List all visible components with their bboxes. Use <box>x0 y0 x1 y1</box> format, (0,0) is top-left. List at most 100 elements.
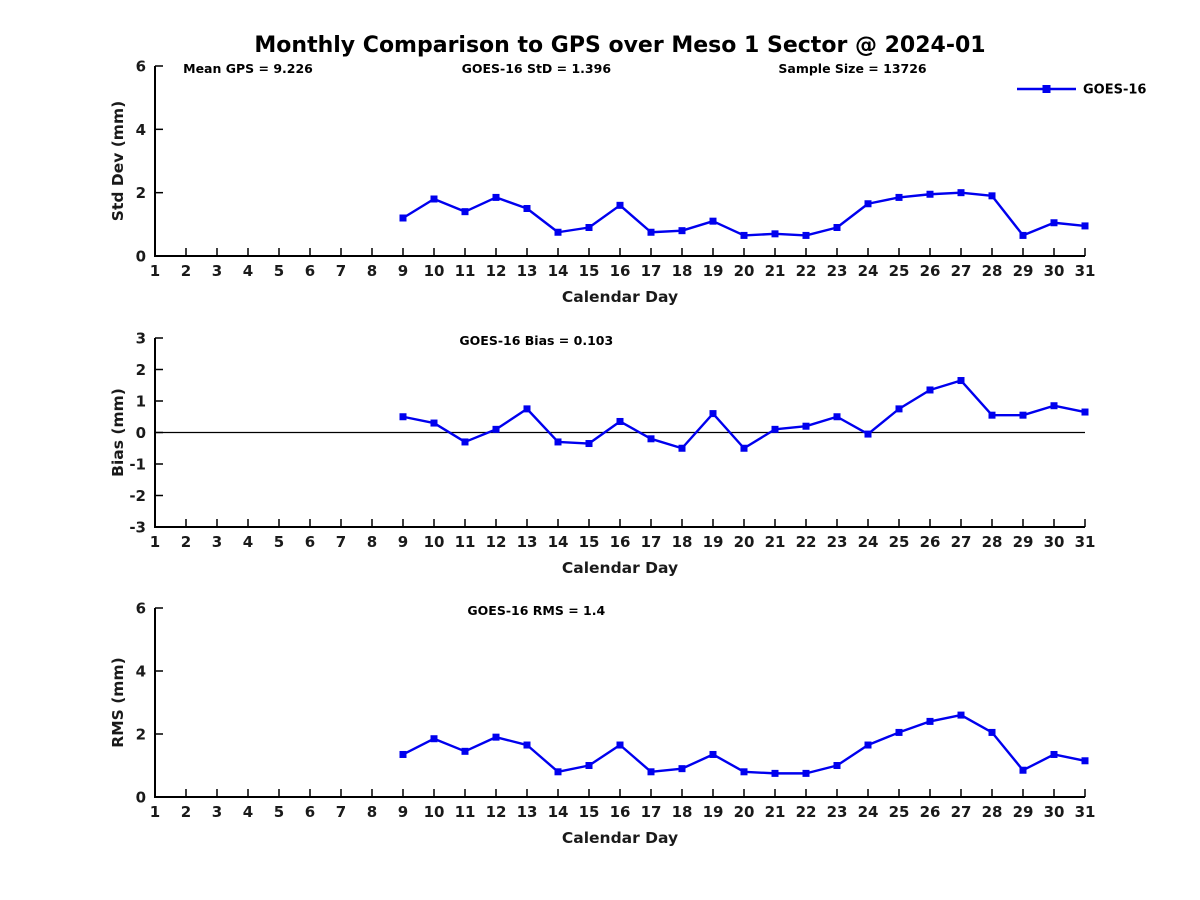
x-tick-label: 3 <box>212 262 222 280</box>
x-tick-label: 25 <box>889 533 910 551</box>
x-tick-label: 22 <box>796 803 817 821</box>
y-tick-label: -3 <box>129 519 146 537</box>
data-point-marker <box>616 201 624 209</box>
x-tick-label: 15 <box>579 803 600 821</box>
x-tick-label: 3 <box>212 803 222 821</box>
x-tick-label: 11 <box>455 533 476 551</box>
data-point-marker <box>926 190 934 198</box>
data-point-marker <box>492 425 500 433</box>
data-point-marker <box>833 413 841 421</box>
x-tick-label: 26 <box>920 803 941 821</box>
data-point-marker <box>895 728 903 736</box>
x-tick-label: 20 <box>734 803 755 821</box>
data-point-marker <box>802 769 810 777</box>
x-tick-label: 12 <box>486 803 507 821</box>
x-tick-label: 21 <box>765 803 786 821</box>
x-tick-label: 19 <box>703 533 724 551</box>
x-axis-label: Calendar Day <box>562 829 678 847</box>
x-tick-label: 3 <box>212 533 222 551</box>
y-tick-label: 0 <box>136 789 146 807</box>
data-point-marker <box>988 728 996 736</box>
x-tick-label: 4 <box>243 533 253 551</box>
data-point-marker <box>430 735 438 743</box>
data-point-marker <box>461 747 469 755</box>
data-point-marker <box>864 741 872 749</box>
series-line-goes-16 <box>402 713 1086 775</box>
data-point-marker <box>1019 411 1027 419</box>
x-tick-label: 5 <box>274 262 284 280</box>
data-point-marker <box>554 228 562 236</box>
data-point-marker <box>647 435 655 443</box>
x-tick-label: 14 <box>548 803 569 821</box>
series-line-goes-16 <box>402 379 1086 450</box>
x-tick-label: 1 <box>150 803 160 821</box>
legend-label: GOES-16 <box>1083 83 1146 98</box>
data-point-marker <box>585 440 593 448</box>
data-point-marker <box>1081 222 1089 230</box>
x-tick-label: 18 <box>672 803 693 821</box>
x-tick-label: 23 <box>827 262 848 280</box>
annotation: GOES-16 StD = 1.396 <box>462 61 612 76</box>
data-point-marker <box>647 768 655 776</box>
data-point-marker <box>585 224 593 231</box>
data-point-marker <box>1050 750 1058 758</box>
x-tick-label: 20 <box>734 262 755 280</box>
y-tick-label: 4 <box>136 663 146 681</box>
x-tick-label: 7 <box>336 803 346 821</box>
data-point-marker <box>833 224 841 231</box>
x-tick-label: 10 <box>424 533 445 551</box>
data-point-marker <box>1050 219 1058 227</box>
x-tick-label: 17 <box>641 533 662 551</box>
x-tick-label: 11 <box>455 803 476 821</box>
x-tick-label: 16 <box>610 262 631 280</box>
x-tick-label: 30 <box>1044 803 1065 821</box>
x-tick-label: 14 <box>548 533 569 551</box>
data-point-marker <box>616 417 624 425</box>
x-tick-label: 12 <box>486 533 507 551</box>
x-tick-label: 30 <box>1044 262 1065 280</box>
x-tick-label: 12 <box>486 262 507 280</box>
x-tick-label: 6 <box>305 803 315 821</box>
x-tick-label: 4 <box>243 262 253 280</box>
x-tick-label: 9 <box>398 803 408 821</box>
annotation: Mean GPS = 9.226 <box>183 61 313 76</box>
data-point-marker <box>709 217 717 225</box>
x-tick-label: 1 <box>150 262 160 280</box>
y-tick-label: 6 <box>136 600 146 618</box>
data-point-marker <box>709 750 717 758</box>
x-tick-label: 30 <box>1044 533 1065 551</box>
data-point-marker <box>771 425 779 433</box>
y-tick-label: -2 <box>129 487 146 505</box>
x-tick-label: 2 <box>181 533 191 551</box>
y-axis-label: Std Dev (mm) <box>109 101 127 221</box>
x-tick-label: 16 <box>610 533 631 551</box>
y-axis-label: RMS (mm) <box>109 657 127 747</box>
data-point-marker <box>771 230 779 238</box>
x-tick-label: 1 <box>150 533 160 551</box>
x-tick-label: 15 <box>579 533 600 551</box>
x-tick-label: 20 <box>734 533 755 551</box>
data-point-marker <box>492 193 500 201</box>
data-point-marker <box>1050 402 1058 410</box>
y-tick-label: 3 <box>136 330 146 348</box>
annotation: Sample Size = 13726 <box>778 61 927 76</box>
data-point-marker <box>864 430 872 438</box>
data-point-marker <box>399 413 407 421</box>
x-tick-label: 17 <box>641 803 662 821</box>
data-point-marker <box>399 750 407 758</box>
x-tick-label: 8 <box>367 803 377 821</box>
legend-square-marker-icon <box>1042 85 1051 93</box>
annotation: GOES-16 RMS = 1.4 <box>467 603 605 618</box>
x-tick-label: 28 <box>982 803 1003 821</box>
data-point-marker <box>895 405 903 413</box>
y-tick-label: 2 <box>136 726 146 744</box>
x-tick-label: 25 <box>889 262 910 280</box>
data-point-marker <box>461 438 469 446</box>
data-point-marker <box>740 444 748 452</box>
x-tick-label: 8 <box>367 533 377 551</box>
data-point-marker <box>585 762 593 769</box>
x-tick-label: 9 <box>398 533 408 551</box>
